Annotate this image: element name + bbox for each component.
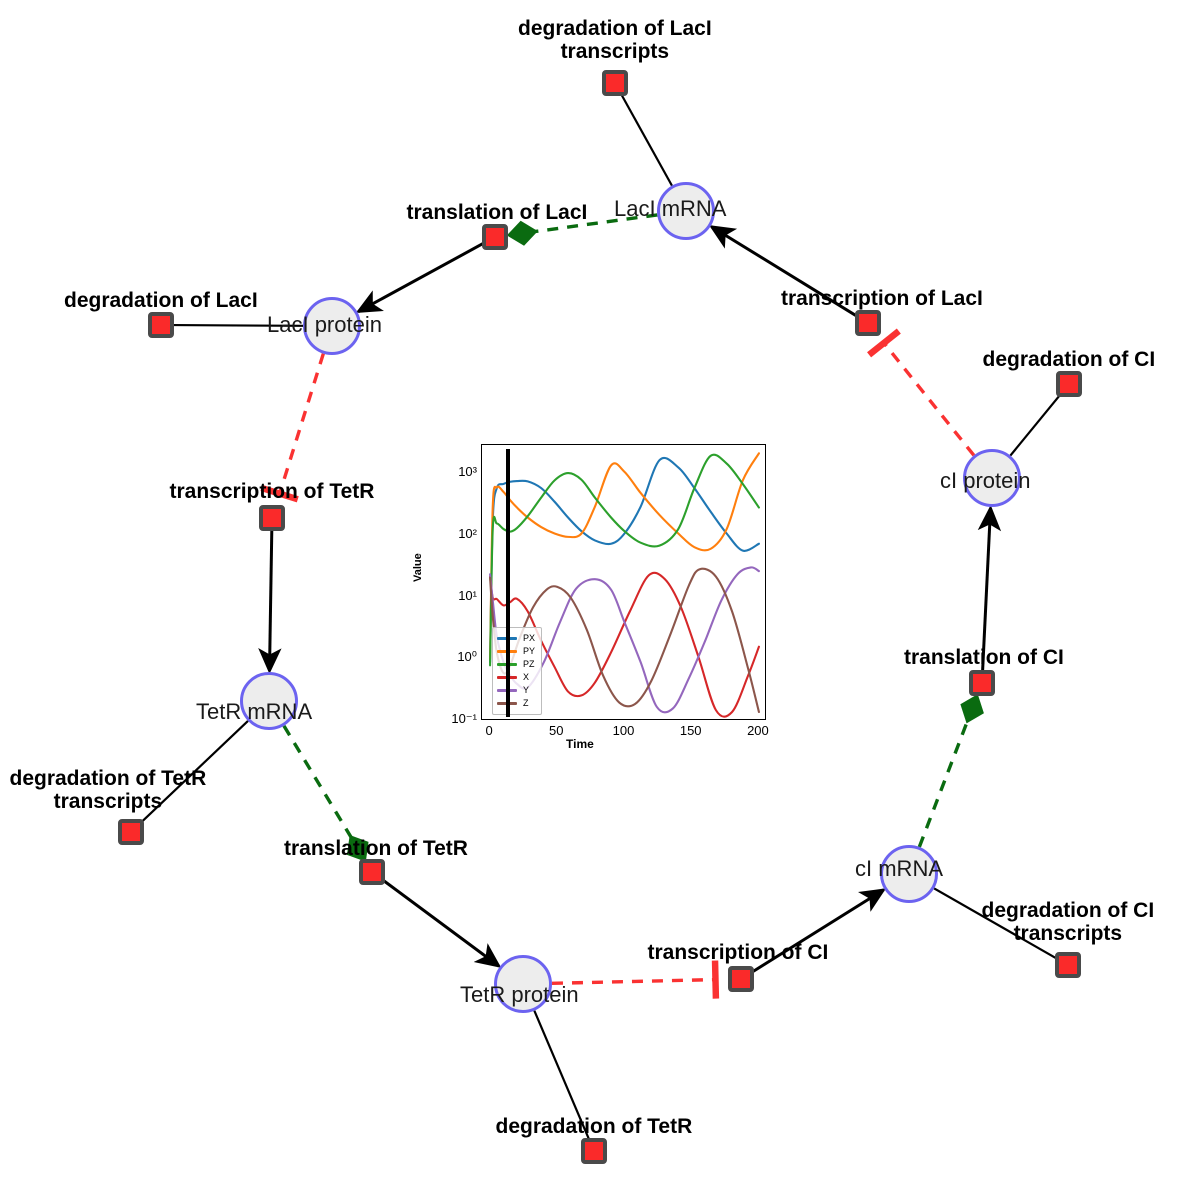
- inset-timecourse-plot: Value PX PY PZ X Y Z 10⁻¹ 10⁰ 10¹ 10² 10³ 0 50 100 1…: [412, 434, 780, 760]
- edge-product: [751, 888, 887, 974]
- plot-xtick: 150: [679, 723, 702, 738]
- legend-label: X: [523, 672, 530, 682]
- legend-item-Z: Z: [497, 697, 535, 710]
- reaction-node-translation_lacI[interactable]: [482, 224, 508, 250]
- plot-xtick: 100: [612, 723, 635, 738]
- edge-product: [258, 530, 282, 675]
- edge-product: [1009, 393, 1062, 457]
- plot-xtick: 50: [549, 723, 564, 738]
- plot-legend: PX PY PZ X Y Z: [492, 627, 543, 715]
- reaction-label-translation_tetR: translation of TetR: [284, 837, 468, 860]
- legend-label: PY: [523, 646, 536, 656]
- reaction-node-translation_tetR[interactable]: [359, 859, 385, 885]
- species-node-cI_protein[interactable]: [963, 449, 1021, 507]
- edge-product: [977, 504, 1002, 671]
- species-label-tetR_mrna: TetR mRNA: [196, 699, 313, 724]
- reaction-node-deg_cI[interactable]: [1056, 371, 1082, 397]
- reaction-node-translation_cI[interactable]: [969, 670, 995, 696]
- reaction-label-translation_lacI: translation of LacI: [406, 201, 588, 224]
- plot-ylabel: Value: [412, 553, 424, 582]
- edge-catalysis: [917, 694, 984, 848]
- edge-product: [708, 225, 858, 318]
- reaction-node-deg_tetR[interactable]: [581, 1138, 607, 1164]
- reaction-node-deg_lacI_transcripts[interactable]: [602, 70, 628, 96]
- reaction-node-deg_tetR_transcripts[interactable]: [118, 819, 144, 845]
- species-node-tetR_mrna[interactable]: [240, 672, 298, 730]
- plot-series-PY: [489, 452, 760, 661]
- initial-spike-marker: [506, 449, 510, 717]
- reaction-label-deg_tetR_transcripts: degradation of TetR transcripts: [9, 766, 207, 814]
- edge-product: [620, 93, 673, 187]
- edge-inhibition: [260, 353, 325, 503]
- edge-product: [933, 887, 1058, 960]
- plot-xtick: 0: [485, 723, 493, 738]
- species-label-cI_mrna: cI mRNA: [855, 856, 943, 881]
- species-label-tetR_protein: TetR protein: [460, 982, 579, 1007]
- legend-item-PY: PY: [497, 645, 535, 658]
- plot-ytick: 10⁻¹: [451, 711, 477, 726]
- legend-label: PX: [523, 633, 536, 643]
- plot-series-PX: [489, 456, 760, 664]
- legend-label: Y: [523, 685, 530, 695]
- reaction-label-transcription_tetR: transcription of TetR: [169, 480, 375, 503]
- reaction-label-transcription_cI: transcription of CI: [647, 941, 829, 964]
- species-node-cI_mrna[interactable]: [880, 845, 938, 903]
- edge-inhibition: [551, 960, 720, 999]
- legend-label: PZ: [523, 659, 535, 669]
- species-label-lacI_mrna: LacI mRNA: [614, 196, 727, 221]
- species-node-tetR_protein[interactable]: [494, 955, 552, 1013]
- species-label-lacI_protein: LacI protein: [267, 312, 382, 337]
- edge-product: [533, 1010, 590, 1140]
- edge-catalysis: [506, 213, 658, 246]
- reaction-node-transcription_cI[interactable]: [728, 966, 754, 992]
- species-node-lacI_mrna[interactable]: [657, 182, 715, 240]
- plot-xtick: 200: [747, 723, 769, 738]
- plot-series-PZ: [489, 453, 760, 667]
- reaction-node-transcription_lacI[interactable]: [855, 310, 881, 336]
- legend-item-PX: PX: [497, 632, 535, 645]
- reaction-node-transcription_tetR[interactable]: [259, 505, 285, 531]
- species-node-lacI_protein[interactable]: [303, 297, 361, 355]
- reaction-label-transcription_lacI: transcription of LacI: [781, 287, 983, 310]
- legend-item-PZ: PZ: [497, 658, 535, 671]
- reaction-node-deg_cI_transcripts[interactable]: [1055, 952, 1081, 978]
- reaction-label-translation_cI: translation of CI: [904, 646, 1064, 669]
- reaction-node-deg_lacI[interactable]: [148, 312, 174, 338]
- edge-catalysis: [282, 724, 369, 862]
- plot-ytick: 10³: [458, 464, 477, 480]
- legend-label: Z: [523, 698, 529, 708]
- plot-xlabel: Time: [566, 737, 594, 751]
- edge-product: [355, 241, 485, 314]
- legend-item-Y: Y: [497, 684, 535, 697]
- reaction-label-deg_cI: degradation of CI: [982, 348, 1156, 371]
- edge-product: [381, 878, 502, 968]
- species-label-cI_protein: cI protein: [940, 468, 1031, 493]
- edge-product: [173, 323, 304, 327]
- reaction-label-deg_lacI: degradation of LacI: [64, 289, 258, 312]
- plot-ytick: 10⁰: [457, 649, 477, 665]
- plot-ytick: 10²: [458, 526, 477, 542]
- edge-inhibition: [867, 328, 976, 457]
- reaction-label-deg_lacI_transcripts: degradation of LacI transcripts: [518, 16, 712, 64]
- edge-product: [139, 720, 249, 824]
- plot-ytick: 10¹: [458, 587, 477, 603]
- reaction-label-deg_cI_transcripts: degradation of CI transcripts: [981, 898, 1155, 946]
- legend-item-X: X: [497, 671, 535, 684]
- reaction-label-deg_tetR: degradation of TetR: [495, 1115, 693, 1138]
- plot-axes: PX PY PZ X Y Z: [481, 444, 766, 720]
